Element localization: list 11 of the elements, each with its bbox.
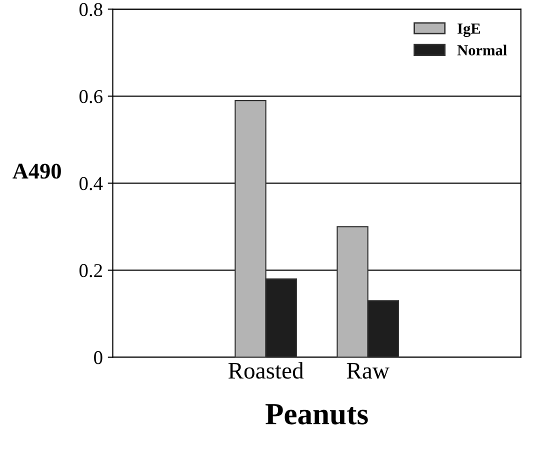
y-tick-label: 0.6 — [79, 90, 102, 104]
legend-label: IgE — [458, 24, 480, 37]
x-axis-title: Peanuts — [266, 404, 368, 425]
y-tick-label: 0.4 — [79, 177, 103, 190]
legend-label: Normal — [457, 44, 507, 56]
y-tick-label: 0 — [94, 351, 102, 364]
y-tick-label: 0.8 — [79, 2, 102, 16]
y-tick-label: 0.2 — [79, 264, 102, 278]
x-tick-label: Roasted — [228, 362, 304, 379]
y-axis-title: A490 — [12, 164, 61, 179]
x-tick-label: Raw — [346, 363, 390, 379]
